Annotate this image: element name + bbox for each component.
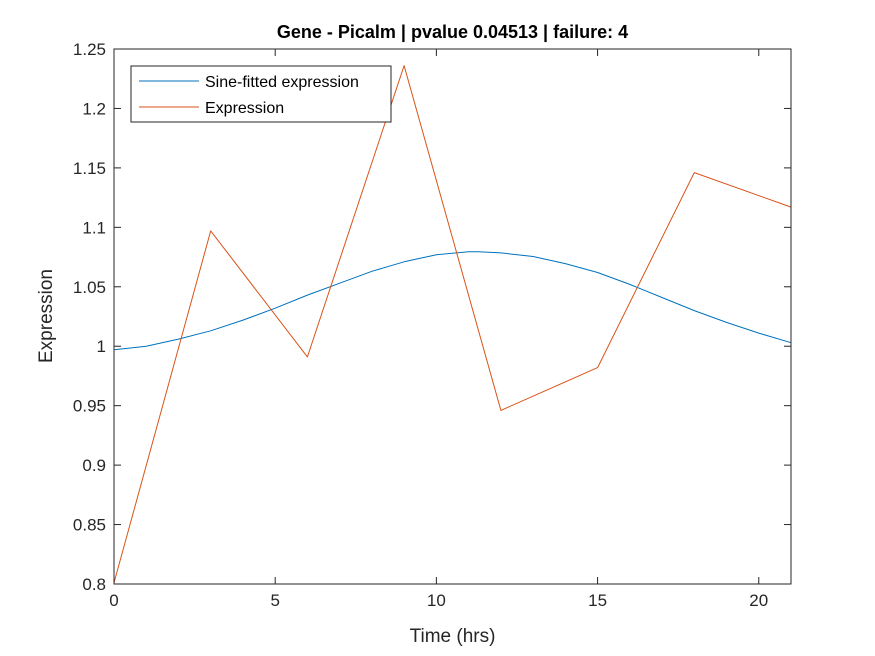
legend-label-expression: Expression xyxy=(205,100,284,117)
ticks-layer: 0 5 10 15 20 0.8 0.85 0.9 0.95 1 1.05 1.1 1.15 1.2 1.2… xyxy=(73,40,791,610)
y-axis-label: Expression xyxy=(36,269,57,363)
x-tick-label: 0 xyxy=(109,591,118,610)
y-tick-label: 0.9 xyxy=(82,456,106,475)
data-point xyxy=(468,251,469,252)
x-tick-label: 20 xyxy=(749,591,768,610)
chart-title: Gene - Picalm | pvalue 0.04513 | failure… xyxy=(277,22,628,42)
x-tick-label: 15 xyxy=(588,591,607,610)
x-tick-label: 5 xyxy=(270,591,279,610)
y-tick-label: 1.15 xyxy=(73,159,106,178)
data-point xyxy=(662,297,663,298)
data-point xyxy=(146,346,147,347)
data-point xyxy=(726,322,727,323)
series-layer xyxy=(113,65,792,583)
axes-box xyxy=(113,48,792,585)
series-line-0 xyxy=(113,251,792,351)
data-point xyxy=(758,333,759,334)
legend-label-sine-fitted: Sine-fitted expression xyxy=(205,74,359,91)
data-point xyxy=(210,230,211,231)
data-point xyxy=(694,172,695,173)
data-point xyxy=(629,284,630,285)
data-point xyxy=(478,251,479,252)
data-point xyxy=(178,339,179,340)
y-tick-label: 0.85 xyxy=(73,516,106,535)
data-point xyxy=(339,283,340,284)
data-point xyxy=(500,410,501,411)
data-point xyxy=(307,356,308,357)
data-point xyxy=(404,261,405,262)
data-point xyxy=(597,272,598,273)
y-tick-label: 1.2 xyxy=(82,99,106,118)
series-1 xyxy=(113,65,792,583)
data-point xyxy=(436,254,437,255)
data-point xyxy=(210,330,211,331)
series-0 xyxy=(113,251,792,351)
y-tick-label: 0.8 xyxy=(82,575,106,594)
data-point xyxy=(597,367,598,368)
y-tick-label: 1.1 xyxy=(82,218,106,237)
legend-box xyxy=(130,65,392,123)
data-point xyxy=(275,308,276,309)
x-tick-label: 10 xyxy=(427,591,446,610)
y-tick-label: 1.05 xyxy=(73,278,106,297)
data-point xyxy=(243,320,244,321)
data-point xyxy=(371,271,372,272)
data-point xyxy=(533,256,534,257)
series-line-1 xyxy=(113,65,792,583)
y-tick-label: 0.95 xyxy=(73,397,106,416)
data-point xyxy=(565,263,566,264)
data-point xyxy=(694,310,695,311)
legend: Sine-fitted expression Expression xyxy=(130,65,392,123)
y-tick-label: 1.25 xyxy=(73,40,106,59)
x-axis-label: Time (hrs) xyxy=(410,626,496,647)
data-point xyxy=(307,295,308,296)
data-point xyxy=(404,65,405,66)
plot-area xyxy=(114,49,791,584)
data-point xyxy=(500,252,501,253)
y-tick-label: 1 xyxy=(97,337,106,356)
